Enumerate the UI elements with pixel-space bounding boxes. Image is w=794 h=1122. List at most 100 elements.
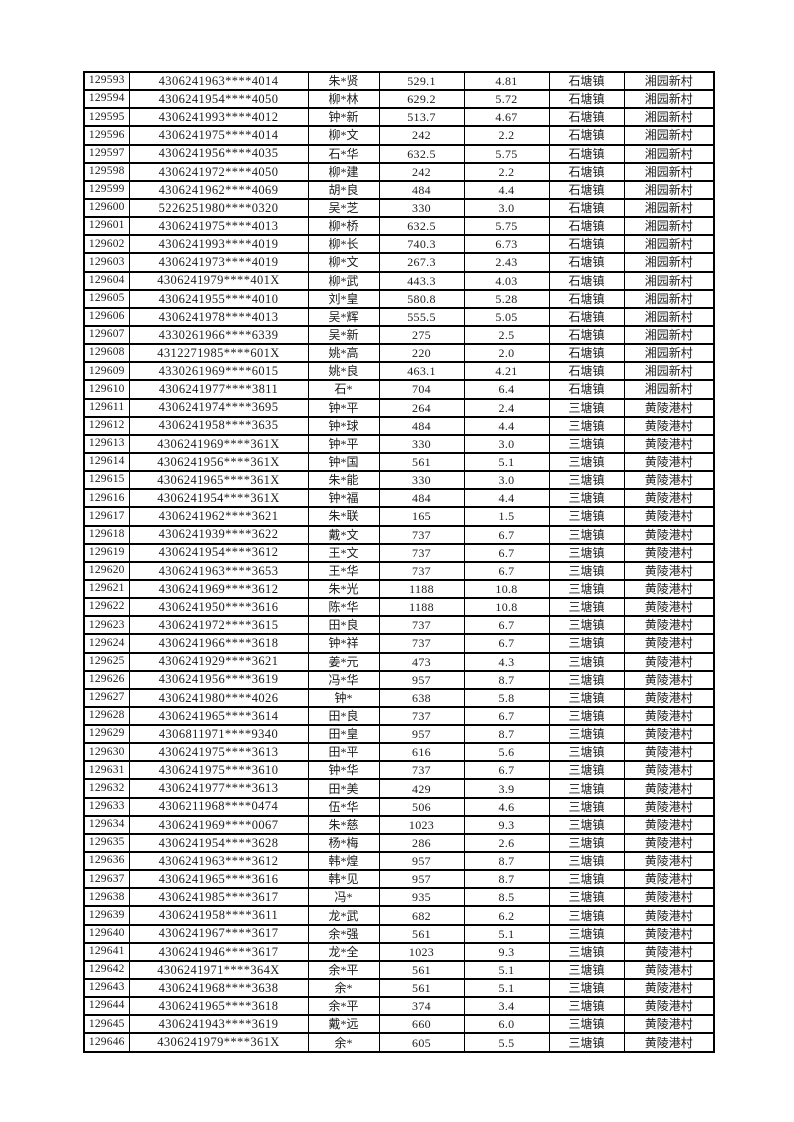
cell-secondary-value: 6.4 [463, 379, 550, 400]
cell-secondary-value: 4.21 [463, 361, 550, 382]
table-row: 129620 4306241963****3653 王*华 737 6.7 三塘镇 黄陵港村 [83, 560, 715, 581]
cell-amount: 264 [378, 397, 465, 418]
cell-secondary-value: 8.7 [463, 869, 550, 890]
table-row: 129644 4306241965****3618 余*平 374 3.4 三塘镇 黄陵港村 [83, 996, 715, 1017]
table-row: 129638 4306241985****3617 冯* 935 8.5 三塘镇 黄陵港村 [83, 887, 715, 908]
cell-name: 钟*国 [307, 451, 380, 473]
cell-id-number: 4306241965****3618 [128, 996, 309, 1017]
cell-id-number: 4306241975****4013 [128, 216, 309, 237]
cell-serial: 129637 [83, 869, 130, 890]
cell-name: 石* [307, 379, 380, 400]
cell-town: 石塘镇 [548, 216, 625, 237]
cell-village: 黄陵港村 [623, 415, 715, 436]
cell-name: 钟*平 [307, 397, 380, 418]
table-row: 129640 4306241967****3617 余*强 561 5.1 三塘镇 黄陵港村 [83, 923, 715, 944]
cell-id-number: 4306241980****4026 [128, 687, 309, 708]
cell-secondary-value: 3.0 [463, 470, 550, 491]
cell-id-number: 4306241977****3613 [128, 778, 309, 799]
cell-id-number: 4306241929****3621 [128, 651, 309, 672]
cell-serial: 129634 [83, 814, 130, 835]
cell-serial: 129630 [83, 742, 130, 763]
table-row: 129631 4306241975****3610 钟*华 737 6.7 三塘镇 黄陵港村 [83, 760, 715, 781]
cell-serial: 129604 [83, 270, 130, 291]
cell-name: 吴*芝 [307, 197, 380, 219]
cell-town: 三塘镇 [548, 724, 625, 745]
cell-name: 吴*辉 [307, 306, 380, 327]
cell-id-number: 4306241979****401X [128, 270, 309, 291]
cell-name: 田*平 [307, 742, 380, 763]
cell-village: 湘园新村 [623, 161, 715, 182]
cell-amount: 513.7 [378, 107, 465, 128]
cell-name: 钟*福 [307, 488, 380, 509]
cell-serial: 129621 [83, 578, 130, 600]
cell-amount: 737 [378, 560, 465, 581]
cell-secondary-value: 8.5 [463, 887, 550, 908]
table-row: 129595 4306241993****4012 钟*新 513.7 4.67 石塘镇湘… [83, 107, 715, 128]
cell-secondary-value: 8.7 [463, 851, 550, 872]
table-row: 129610 4306241977****3811 石* 704 6.4 石塘镇 湘园新村 [83, 379, 715, 400]
cell-name: 钟*华 [307, 760, 380, 781]
cell-town: 三塘镇 [548, 796, 625, 817]
cell-serial: 129595 [83, 107, 130, 128]
cell-amount: 638 [378, 687, 465, 708]
cell-amount: 957 [378, 851, 465, 872]
cell-secondary-value: 6.2 [463, 905, 550, 926]
cell-serial: 129639 [83, 905, 130, 926]
cell-town: 三塘镇 [548, 433, 625, 454]
cell-village: 黄陵港村 [623, 433, 715, 454]
cell-secondary-value: 6.7 [463, 524, 550, 545]
cell-amount: 561 [378, 959, 465, 981]
table-row: 129617 4306241962****3621 朱*联 165 1.5 三塘镇 黄陵港村 [83, 506, 715, 527]
cell-serial: 129606 [83, 306, 130, 327]
cell-village: 黄陵港村 [623, 470, 715, 491]
cell-serial: 129601 [83, 216, 130, 237]
cell-name: 余*强 [307, 923, 380, 944]
cell-name: 韩*煌 [307, 851, 380, 872]
cell-id-number: 4306241962****3621 [128, 506, 309, 527]
cell-name: 柳*林 [307, 89, 380, 110]
cell-village: 黄陵港村 [623, 796, 715, 817]
cell-town: 三塘镇 [548, 996, 625, 1017]
cell-amount: 957 [378, 669, 465, 690]
table-row: 129615 4306241965****361X 朱*能 330 3.0 三塘镇 黄陵港村 [83, 470, 715, 491]
cell-id-number: 4306241966****3618 [128, 633, 309, 654]
table-row: 129635 4306241954****3628 杨*梅 286 2.6 三塘镇 黄陵港村 [83, 832, 715, 854]
cell-name: 朱*慈 [307, 814, 380, 835]
cell-id-number: 4330261969****6015 [128, 361, 309, 382]
cell-amount: 957 [378, 724, 465, 745]
cell-id-number: 4306241939****3622 [128, 524, 309, 545]
cell-id-number: 5226251980****0320 [128, 197, 309, 219]
cell-id-number: 4306241963****3612 [128, 851, 309, 872]
cell-name: 柳*桥 [307, 216, 380, 237]
cell-amount: 737 [378, 542, 465, 563]
cell-secondary-value: 4.67 [463, 107, 550, 128]
cell-name: 余* [307, 1032, 380, 1053]
cell-amount: 935 [378, 887, 465, 908]
cell-secondary-value: 3.0 [463, 433, 550, 454]
cell-secondary-value: 2.43 [463, 252, 550, 273]
cell-name: 朱*光 [307, 578, 380, 600]
cell-name: 朱*联 [307, 506, 380, 527]
cell-serial: 129609 [83, 361, 130, 382]
records-table: 129593 4306241963****4014 朱*贤 529.1 4.81 石塘镇湘… [83, 70, 715, 1053]
table-row: 129627 4306241980****4026 钟* 638 5.8 三塘镇 黄陵港村 [83, 687, 715, 708]
cell-serial: 129615 [83, 470, 130, 491]
cell-secondary-value: 6.7 [463, 542, 550, 563]
cell-serial: 129611 [83, 397, 130, 418]
cell-secondary-value: 3.9 [463, 778, 550, 799]
cell-town: 石塘镇 [548, 270, 625, 291]
cell-town: 三塘镇 [548, 832, 625, 854]
cell-town: 石塘镇 [548, 306, 625, 327]
cell-name: 余* [307, 978, 380, 999]
cell-serial: 129608 [83, 343, 130, 364]
table-row: 129612 4306241958****3635 钟*球 484 4.4 三塘镇 黄陵港村 [83, 415, 715, 436]
table-row: 129642 4306241971****364X 余*平 561 5.1 三塘镇 黄陵港村 [83, 959, 715, 981]
cell-village: 黄陵港村 [623, 1032, 715, 1053]
cell-town: 石塘镇 [548, 288, 625, 309]
cell-name: 钟*祥 [307, 633, 380, 654]
cell-secondary-value: 4.6 [463, 796, 550, 817]
cell-id-number: 4306241977****3811 [128, 379, 309, 400]
cell-secondary-value: 6.7 [463, 705, 550, 727]
cell-village: 黄陵港村 [623, 524, 715, 545]
cell-secondary-value: 2.6 [463, 832, 550, 854]
